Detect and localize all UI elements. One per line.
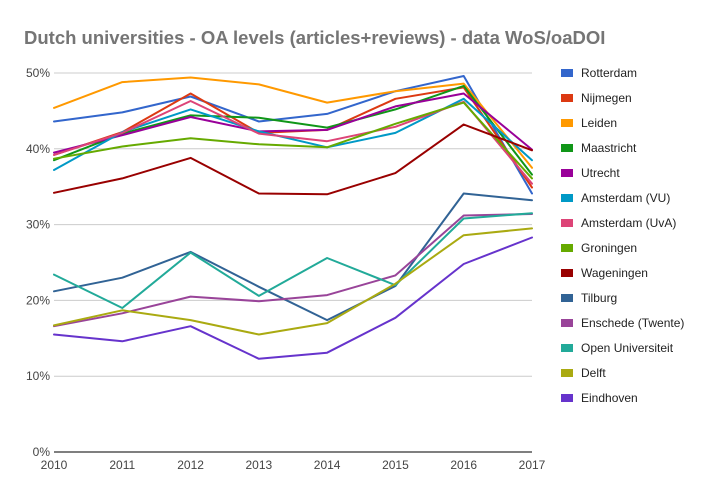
legend-swatch xyxy=(561,394,573,402)
x-tick-label: 2015 xyxy=(382,458,409,472)
legend-label: Nijmegen xyxy=(581,91,632,105)
legend-label: Maastricht xyxy=(581,141,637,155)
legend-swatch xyxy=(561,244,573,252)
y-tick-label: 30% xyxy=(26,218,50,232)
legend-label: Leiden xyxy=(581,116,617,130)
legend-label: Delft xyxy=(581,366,606,380)
x-tick-label: 2016 xyxy=(450,458,477,472)
chart-title: Dutch universities - OA levels (articles… xyxy=(24,27,606,48)
legend-label: Enschede (Twente) xyxy=(581,316,684,330)
legend-label: Utrecht xyxy=(581,166,620,180)
x-tick-label: 2010 xyxy=(41,458,68,472)
series-line xyxy=(53,192,533,322)
y-tick-label: 20% xyxy=(26,293,50,307)
legend-swatch xyxy=(561,69,573,77)
legend-swatch xyxy=(561,269,573,277)
legend-label: Rotterdam xyxy=(581,66,637,80)
legend-label: Amsterdam (VU) xyxy=(581,191,670,205)
legend-swatch xyxy=(561,319,573,327)
y-tick-label: 10% xyxy=(26,369,50,383)
legend-swatch xyxy=(561,369,573,377)
series-line xyxy=(53,75,533,195)
legend-swatch xyxy=(561,344,573,352)
x-tick-label: 2012 xyxy=(177,458,204,472)
legend-swatch xyxy=(561,169,573,177)
series-line xyxy=(53,123,533,196)
legend-swatch xyxy=(561,144,573,152)
series-line xyxy=(53,212,533,309)
legend-swatch xyxy=(561,294,573,302)
series-line xyxy=(53,101,533,180)
x-tick-label: 2013 xyxy=(246,458,273,472)
series-line xyxy=(53,236,533,360)
y-tick-label: 50% xyxy=(26,66,50,80)
x-axis-ticks: 2010 2011 2012 2013 2014 2015 2016 2017 xyxy=(41,458,546,472)
y-axis-ticks: 0% 10% 20% 30% 40% 50% xyxy=(26,66,50,459)
legend-swatch xyxy=(561,194,573,202)
series-line xyxy=(53,100,533,185)
x-tick-label: 2011 xyxy=(109,458,135,472)
series-line xyxy=(53,92,533,154)
series-lines xyxy=(53,75,533,360)
x-tick-label: 2017 xyxy=(519,458,546,472)
series-line xyxy=(53,84,533,176)
series-line xyxy=(53,76,533,169)
y-tick-label: 40% xyxy=(26,142,50,156)
legend: Rotterdam Nijmegen Leiden Maastricht Utrecht… xyxy=(561,66,684,405)
legend-label: Wageningen xyxy=(581,266,648,280)
legend-label: Tilburg xyxy=(581,291,617,305)
legend-swatch xyxy=(561,119,573,127)
legend-label: Amsterdam (UvA) xyxy=(581,216,676,230)
legend-label: Groningen xyxy=(581,241,637,255)
legend-label: Open Universiteit xyxy=(581,341,674,355)
x-tick-label: 2014 xyxy=(314,458,341,472)
legend-label: Eindhoven xyxy=(581,391,638,405)
legend-swatch xyxy=(561,94,573,102)
legend-swatch xyxy=(561,219,573,227)
series-line xyxy=(53,227,533,336)
series-line xyxy=(53,213,533,328)
y-tick-label: 0% xyxy=(33,445,51,459)
